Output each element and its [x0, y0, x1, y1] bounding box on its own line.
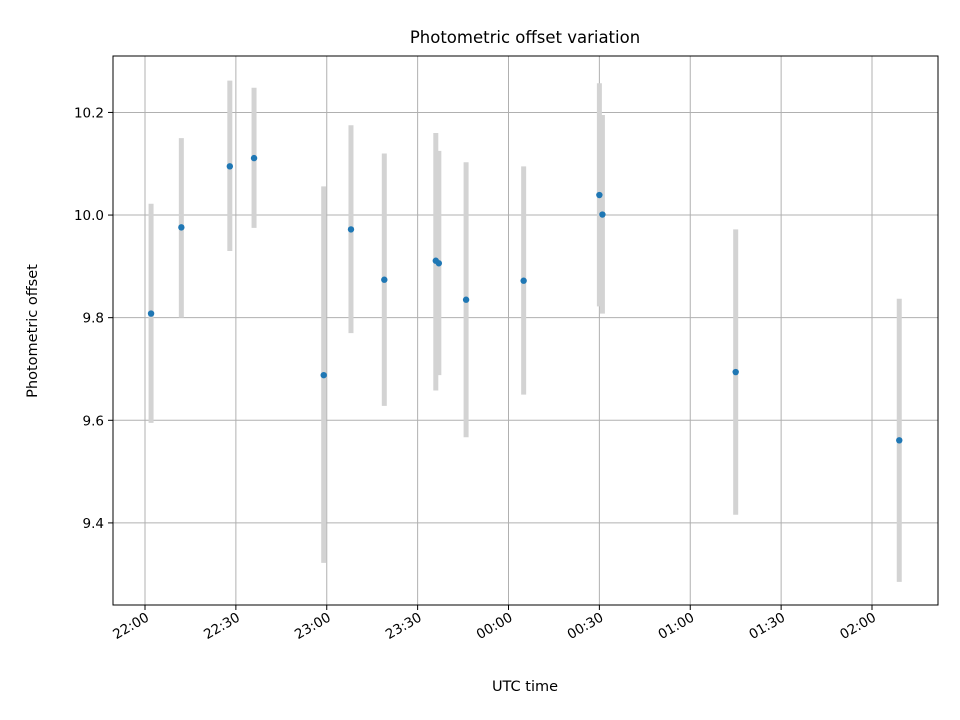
data-point: [250, 154, 258, 162]
y-tick-label: 10.0: [74, 208, 104, 224]
chart-title: Photometric offset variation: [410, 28, 640, 47]
y-tick-label: 9.8: [83, 311, 104, 327]
x-tick-label: 22:30: [201, 610, 243, 643]
y-tick-label: 9.6: [83, 413, 104, 429]
data-point: [320, 371, 327, 379]
x-tick-label: 23:30: [383, 610, 425, 643]
data-point: [226, 163, 234, 170]
y-axis: 9.4 9.6 9.8 10.0 10.2: [74, 105, 113, 532]
data-point: [178, 224, 185, 231]
error-bars: [148, 80, 902, 582]
plot-area-frame: [112, 55, 939, 606]
data-point: [596, 191, 603, 199]
data-point: [599, 211, 606, 218]
data-point: [435, 260, 443, 267]
x-tick-label: 23:00: [292, 610, 334, 643]
data-point: [462, 296, 470, 303]
data-point: [147, 310, 155, 317]
x-axis: 22:00 22:30 23:00 23:30 00:00 00:30 01:00 01:30…: [110, 605, 879, 643]
x-tick-label: 01:30: [746, 610, 788, 643]
data-point: [347, 226, 355, 233]
x-tick-label: 01:00: [656, 610, 698, 643]
data-points: [147, 154, 903, 444]
data-point: [896, 437, 903, 444]
data-point: [732, 368, 739, 376]
data-point: [381, 276, 388, 283]
x-tick-label: 00:00: [474, 610, 516, 643]
y-tick-label: 9.4: [83, 516, 104, 532]
data-point: [520, 277, 527, 284]
x-tick-label: 00:30: [565, 610, 607, 643]
y-axis-label: Photometric offset: [25, 264, 41, 398]
y-tick-label: 10.2: [74, 105, 104, 121]
x-tick-label: 22:00: [110, 610, 152, 643]
x-axis-label: UTC time: [492, 679, 558, 695]
x-tick-label: 02:00: [837, 610, 879, 643]
